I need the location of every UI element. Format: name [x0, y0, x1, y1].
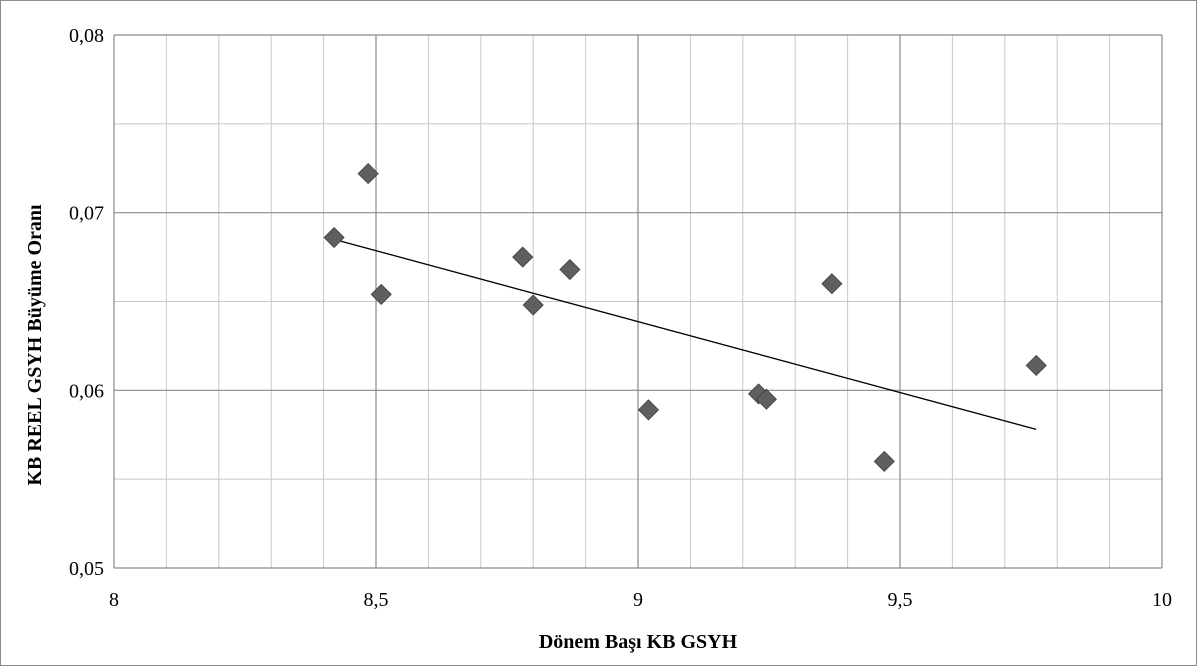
data-point — [637, 399, 660, 421]
data-point — [512, 246, 534, 268]
y-tick-label: 0,08 — [69, 25, 104, 47]
data-point — [873, 450, 895, 472]
data-point — [821, 273, 843, 295]
trendline-layer — [333, 238, 1037, 431]
y-tick-label: 0,06 — [69, 380, 104, 402]
x-tick-label: 10 — [1152, 589, 1172, 611]
data-point — [522, 294, 544, 316]
x-tick-label: 9 — [633, 589, 643, 611]
data-point — [1025, 354, 1047, 377]
data-point — [323, 226, 345, 249]
x-axis-title: Dönem Başı KB GSYH — [539, 631, 738, 653]
y-tick-label: 0,07 — [69, 203, 104, 225]
data-points — [323, 163, 1047, 472]
x-tick-label: 8 — [109, 589, 119, 611]
y-axis-title: KB REEL GSYH Büyüme Oranı — [24, 204, 46, 486]
data-point — [357, 163, 379, 185]
data-point — [370, 283, 392, 305]
grid-lines — [113, 34, 1163, 569]
x-tick-label: 9,5 — [888, 589, 913, 611]
data-point — [755, 388, 777, 410]
tick-labels: 8 8,5 9 9,5 10 0,05 0,06 0,07 0,08 — [69, 25, 1172, 611]
data-point — [559, 258, 581, 281]
y-tick-label: 0,05 — [69, 558, 104, 580]
trendline — [333, 238, 1037, 431]
x-tick-label: 8,5 — [364, 589, 389, 611]
